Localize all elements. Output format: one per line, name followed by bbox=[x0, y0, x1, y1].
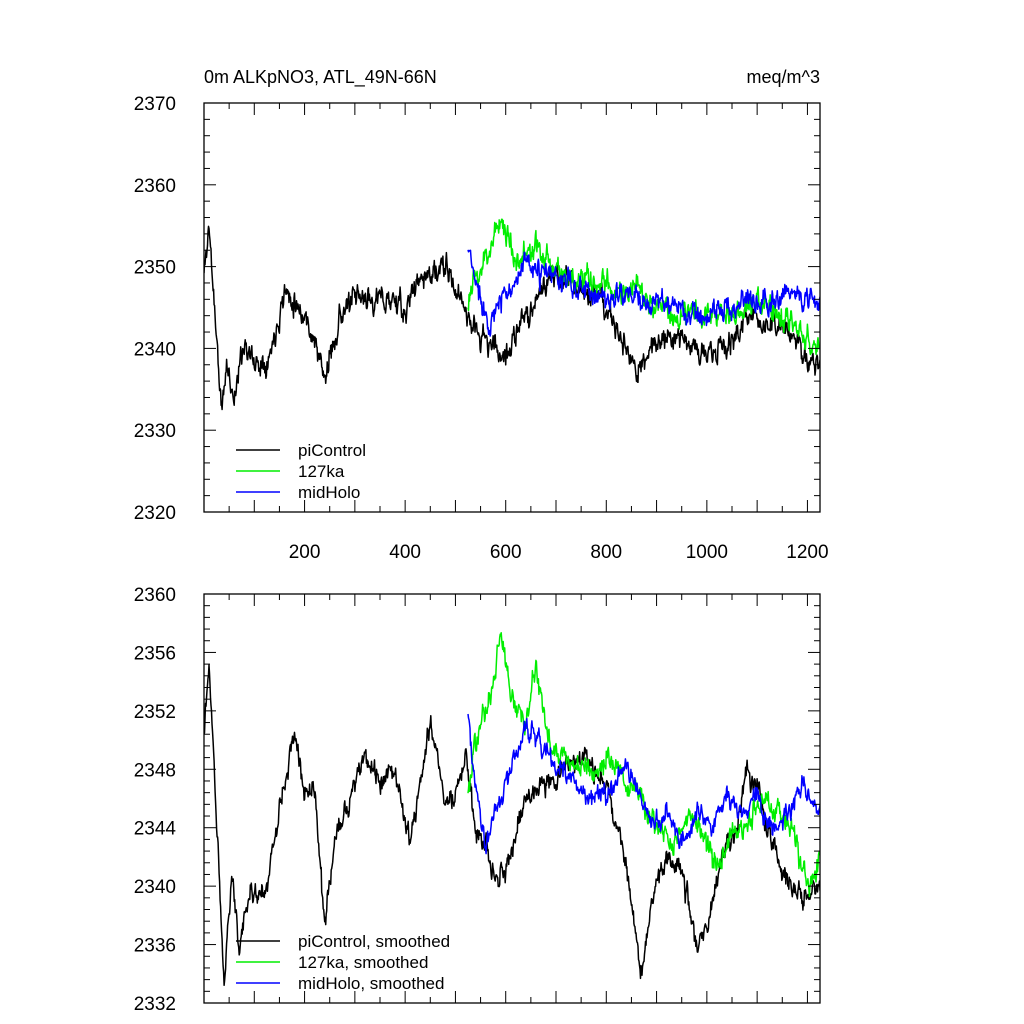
y-tick-label: 2320 bbox=[134, 503, 176, 524]
y-tick-label: 2336 bbox=[134, 936, 176, 957]
series-line-midholo bbox=[467, 249, 820, 337]
bottom-panel: 2332 2336 2340 2344 2348 2352 2356 2360 piContr… bbox=[134, 585, 821, 1015]
y-tick-label: 2352 bbox=[134, 702, 176, 723]
x-tick-label: 400 bbox=[389, 542, 421, 563]
y-tick-label: 2332 bbox=[134, 994, 176, 1015]
top-legend: piControl 127ka midHolo bbox=[236, 441, 366, 502]
x-tick-label: 1200 bbox=[786, 542, 828, 563]
top-units: meq/m^3 bbox=[747, 67, 820, 87]
top-plot-frame bbox=[203, 102, 821, 513]
x-tick-label: 600 bbox=[490, 542, 522, 563]
top-series-layer bbox=[204, 218, 820, 411]
y-tick-label: 2360 bbox=[134, 176, 176, 197]
x-tick-label: 1000 bbox=[686, 542, 728, 563]
y-tick-label: 2350 bbox=[134, 258, 176, 279]
legend-label: piControl, smoothed bbox=[298, 932, 450, 951]
top-panel: 2320 2330 2340 2350 2360 2370 200 400 600 800 1000… bbox=[134, 67, 829, 563]
series-line-picontrol-smoothed bbox=[204, 664, 820, 987]
y-tick-label: 2340 bbox=[134, 339, 176, 360]
series-line-picontrol bbox=[204, 225, 820, 411]
y-tick-label: 2330 bbox=[134, 421, 176, 442]
series-line-127ka-smoothed bbox=[467, 631, 820, 898]
y-tick-label: 2340 bbox=[134, 877, 176, 898]
legend-label: midHolo bbox=[298, 483, 360, 502]
bottom-legend: piControl, smoothed 127ka, smoothed midHol… bbox=[236, 932, 450, 993]
legend-label: 127ka, smoothed bbox=[298, 953, 428, 972]
legend-label: piControl bbox=[298, 441, 366, 460]
bottom-ticks-layer: 2332 2336 2340 2344 2348 2352 2356 2360 bbox=[134, 585, 820, 1015]
legend-label: midHolo, smoothed bbox=[298, 974, 444, 993]
y-tick-label: 2360 bbox=[134, 585, 176, 606]
y-tick-label: 2356 bbox=[134, 643, 176, 664]
series-line-127ka bbox=[467, 218, 820, 356]
top-ticks-layer: 2320 2330 2340 2350 2360 2370 200 400 600 800 1000… bbox=[134, 94, 829, 563]
y-tick-label: 2370 bbox=[134, 94, 176, 115]
y-tick-label: 2344 bbox=[134, 819, 177, 840]
x-tick-label: 200 bbox=[289, 542, 321, 563]
legend-label: 127ka bbox=[298, 462, 345, 481]
top-title: 0m ALKpNO3, ATL_49N-66N bbox=[204, 67, 437, 88]
bottom-series-layer bbox=[204, 631, 820, 987]
y-tick-label: 2348 bbox=[134, 760, 176, 781]
bottom-plot-frame bbox=[203, 593, 821, 1004]
x-tick-label: 800 bbox=[590, 542, 622, 563]
series-line-midholo-smoothed bbox=[467, 713, 820, 855]
